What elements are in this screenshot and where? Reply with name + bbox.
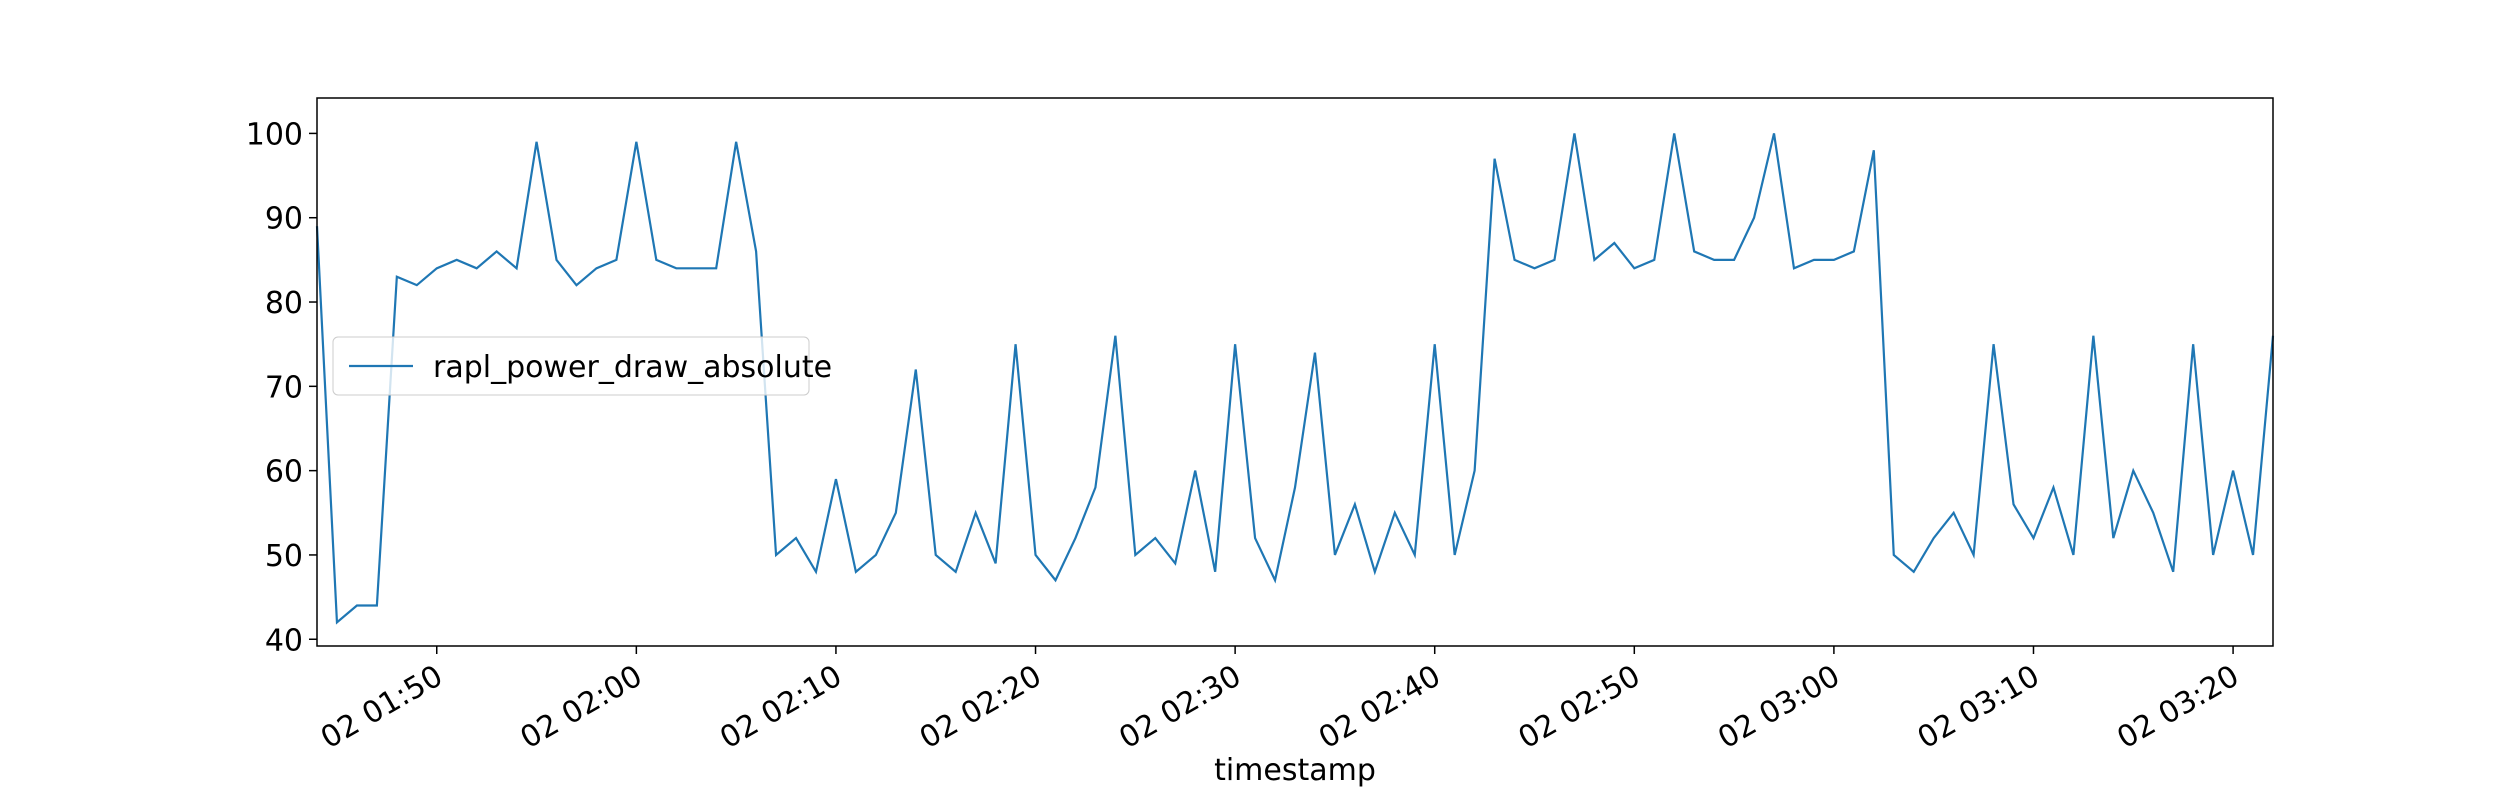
x-tick-label: 02 03:00 <box>1712 659 1846 756</box>
y-tick-label: 60 <box>265 455 303 490</box>
legend-label: rapl_power_draw_absolute <box>433 350 832 385</box>
y-tick-label: 100 <box>246 117 303 152</box>
y-tick-label: 90 <box>265 202 303 237</box>
x-tick-label: 02 01:50 <box>315 659 449 756</box>
y-tick-label: 80 <box>265 286 303 321</box>
x-tick-label: 02 03:10 <box>1912 659 2046 756</box>
line-series <box>315 133 2275 625</box>
x-tick-label: 02 02:50 <box>1513 659 1647 756</box>
y-tick-label: 50 <box>265 539 303 574</box>
x-tick-label: 02 02:30 <box>1113 659 1247 756</box>
plot-frame <box>316 97 2274 647</box>
legend: rapl_power_draw_absolute <box>332 336 832 396</box>
x-tick-label: 02 02:40 <box>1313 659 1447 756</box>
y-tick-label: 40 <box>265 623 303 658</box>
x-tick-label: 02 03:20 <box>2111 659 2245 756</box>
x-tick-label: 02 02:20 <box>914 659 1048 756</box>
y-tick-label: 70 <box>265 370 303 405</box>
x-axis-label: timestamp <box>1214 753 1376 788</box>
legend-box <box>332 336 810 396</box>
x-tick-label: 02 02:10 <box>714 659 848 756</box>
x-tick-label: 02 02:00 <box>515 659 649 756</box>
